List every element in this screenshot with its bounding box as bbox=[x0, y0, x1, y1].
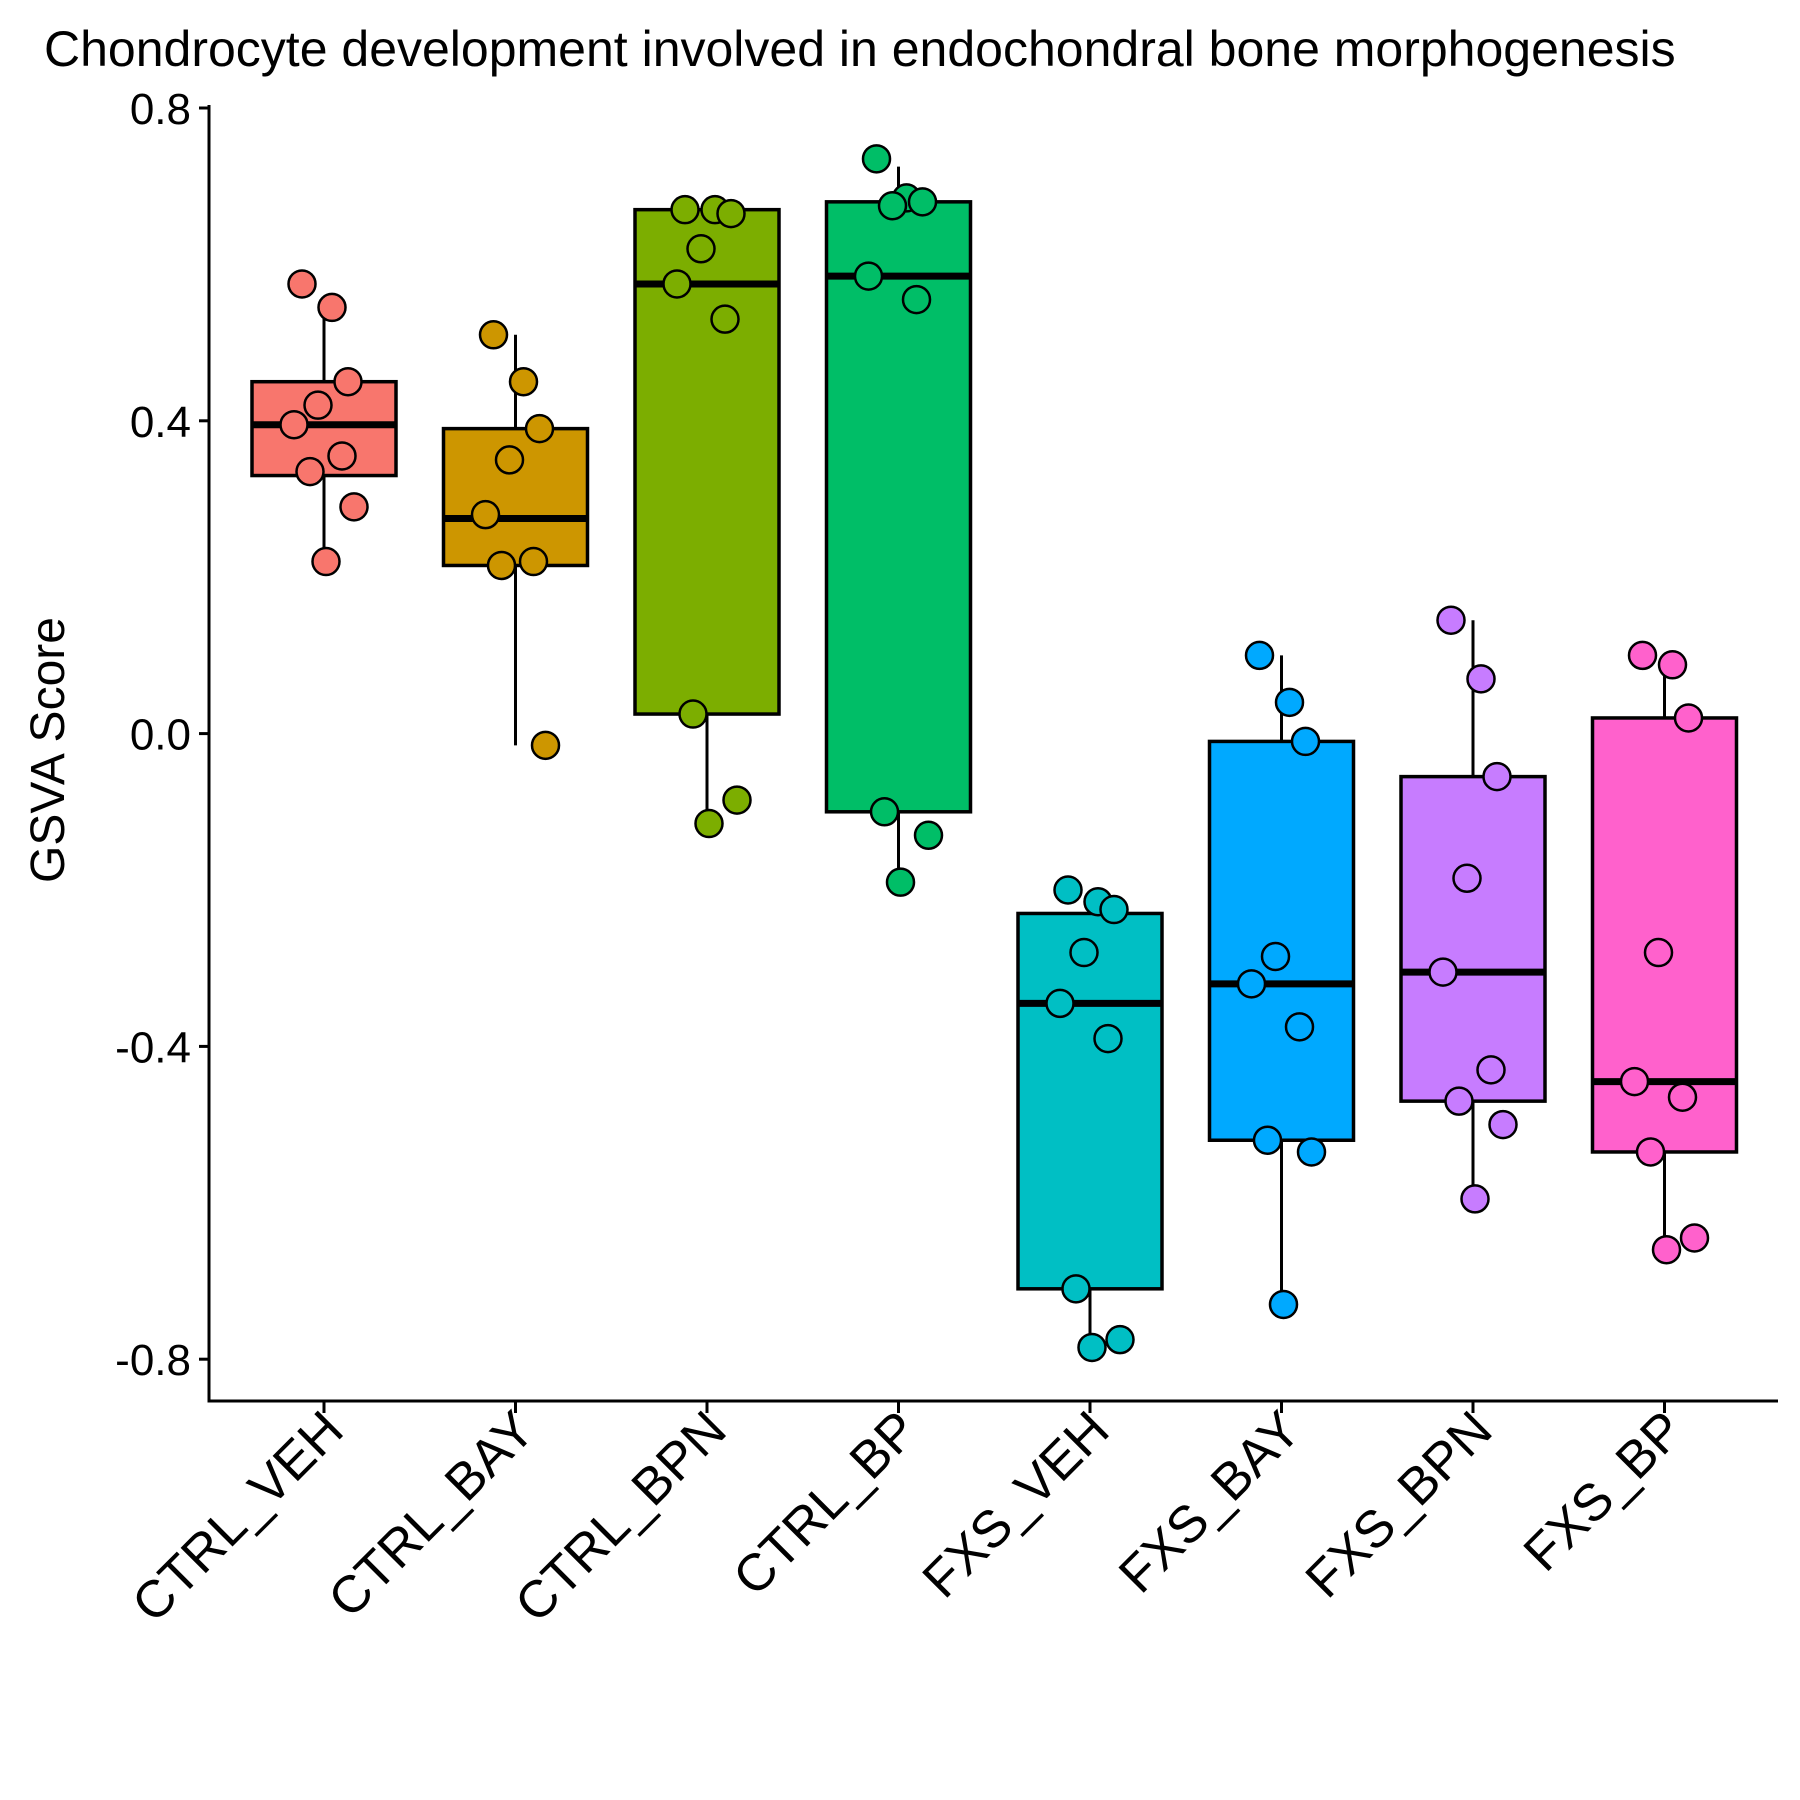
data-point bbox=[327, 441, 357, 471]
box bbox=[1399, 774, 1547, 1103]
x-tick-label: CTRL_BP bbox=[722, 1400, 929, 1607]
box-group-fxs-bp bbox=[1590, 640, 1739, 1265]
data-point bbox=[478, 320, 509, 350]
y-tick-label: 0.4 bbox=[130, 398, 191, 447]
x-tick-label: FXS_BAY bbox=[1108, 1400, 1312, 1604]
data-point bbox=[694, 808, 724, 839]
data-point bbox=[901, 284, 932, 315]
box bbox=[824, 200, 973, 814]
data-point bbox=[686, 234, 716, 264]
y-tick-label: 0.8 bbox=[130, 85, 191, 134]
box-group-fxs-bpn bbox=[1399, 605, 1547, 1214]
data-point bbox=[530, 730, 561, 761]
data-point bbox=[670, 194, 700, 225]
data-point bbox=[486, 550, 517, 581]
data-point bbox=[1428, 957, 1458, 987]
data-point bbox=[1045, 988, 1075, 1019]
data-point bbox=[1643, 937, 1674, 968]
data-point bbox=[317, 292, 347, 323]
data-point bbox=[1466, 664, 1496, 694]
x-tick-label: FXS_BPN bbox=[1295, 1400, 1504, 1609]
data-point bbox=[716, 198, 746, 229]
chart-title: Chondrocyte development involved in endo… bbox=[44, 21, 1676, 77]
data-point bbox=[1627, 640, 1658, 671]
data-point bbox=[1679, 1223, 1710, 1253]
box-group-ctrl-bay bbox=[441, 320, 590, 761]
data-point bbox=[1460, 1184, 1490, 1214]
data-point bbox=[1069, 937, 1099, 968]
data-point bbox=[339, 492, 369, 522]
data-point bbox=[1482, 761, 1512, 792]
y-tick-label: 0.0 bbox=[130, 711, 191, 760]
data-point bbox=[287, 269, 317, 299]
data-point bbox=[1452, 863, 1482, 894]
box bbox=[1590, 716, 1739, 1154]
data-point bbox=[1274, 687, 1305, 718]
data-point bbox=[1105, 1324, 1135, 1355]
data-point bbox=[1077, 1332, 1107, 1363]
data-point bbox=[1260, 941, 1291, 972]
data-point bbox=[853, 261, 884, 291]
data-point bbox=[722, 785, 752, 815]
data-point bbox=[710, 304, 740, 334]
data-point bbox=[311, 546, 341, 577]
data-point bbox=[1296, 1137, 1327, 1167]
data-point bbox=[907, 187, 938, 217]
data-point bbox=[1053, 875, 1083, 905]
data-point bbox=[1657, 650, 1688, 680]
x-tick-label: CTRL_VEH bbox=[121, 1400, 354, 1633]
box bbox=[1207, 739, 1356, 1142]
data-point bbox=[1619, 1066, 1650, 1097]
data-point bbox=[1061, 1274, 1091, 1304]
data-point bbox=[662, 269, 692, 299]
data-point bbox=[279, 409, 309, 440]
y-tick-label: -0.4 bbox=[115, 1023, 191, 1072]
box-group-ctrl-bpn bbox=[633, 194, 781, 839]
data-point bbox=[1667, 1082, 1698, 1112]
data-point bbox=[877, 191, 908, 221]
data-point bbox=[1244, 640, 1275, 671]
data-point bbox=[885, 867, 916, 897]
data-point bbox=[1268, 1289, 1299, 1320]
data-point bbox=[1444, 1086, 1474, 1116]
box-group-fxs-veh bbox=[1016, 875, 1164, 1363]
x-tick-label: FXS_VEH bbox=[912, 1400, 1121, 1609]
data-point bbox=[1236, 969, 1267, 999]
x-tick-label: FXS_BP bbox=[1513, 1400, 1695, 1582]
data-point bbox=[508, 366, 539, 397]
data-point bbox=[1099, 894, 1129, 925]
box bbox=[633, 207, 781, 716]
data-point bbox=[1673, 703, 1704, 733]
data-point bbox=[295, 456, 325, 487]
data-point bbox=[1436, 605, 1466, 635]
data-point bbox=[1093, 1023, 1123, 1054]
box-group-fxs-bay bbox=[1207, 640, 1356, 1320]
data-point bbox=[869, 797, 900, 827]
data-point bbox=[678, 699, 708, 729]
box-group-ctrl-veh bbox=[250, 269, 398, 577]
data-point bbox=[1290, 726, 1321, 757]
data-point bbox=[333, 366, 363, 397]
data-point bbox=[1488, 1109, 1518, 1140]
data-point bbox=[494, 445, 525, 475]
data-point bbox=[518, 546, 549, 577]
data-point bbox=[1476, 1055, 1506, 1085]
data-point bbox=[1635, 1137, 1666, 1167]
box bbox=[1016, 911, 1164, 1291]
data-point bbox=[1651, 1234, 1682, 1265]
data-point bbox=[1252, 1125, 1283, 1155]
data-point bbox=[861, 144, 892, 174]
data-point bbox=[1284, 1012, 1315, 1042]
box-group-ctrl-bp bbox=[824, 144, 973, 897]
data-point bbox=[470, 499, 501, 530]
y-tick-label: -0.8 bbox=[115, 1336, 191, 1385]
data-point bbox=[303, 390, 333, 420]
data-point bbox=[524, 413, 555, 444]
plot-area: -0.8-0.40.00.40.8CTRL_VEHCTRL_BAYCTRL_BP… bbox=[115, 85, 1778, 1634]
data-point bbox=[913, 820, 944, 851]
y-axis-label: GSVA Score bbox=[22, 617, 75, 883]
